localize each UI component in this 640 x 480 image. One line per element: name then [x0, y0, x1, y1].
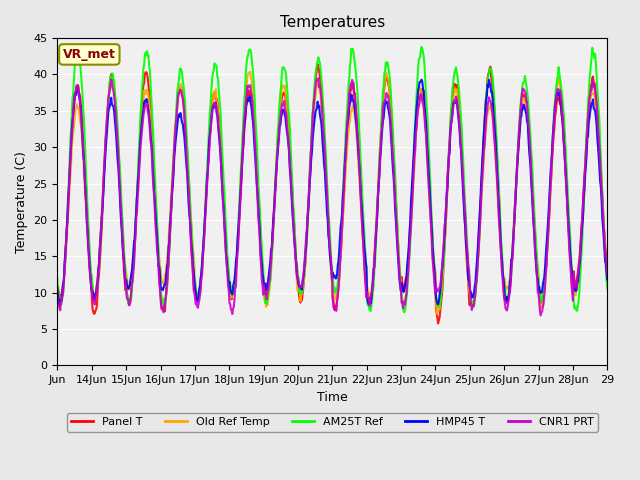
X-axis label: Time: Time — [317, 391, 348, 404]
Y-axis label: Temperature (C): Temperature (C) — [15, 151, 28, 252]
Legend: Panel T, Old Ref Temp, AM25T Ref, HMP45 T, CNR1 PRT: Panel T, Old Ref Temp, AM25T Ref, HMP45 … — [67, 413, 598, 432]
Text: VR_met: VR_met — [63, 48, 116, 61]
Title: Temperatures: Temperatures — [280, 15, 385, 30]
